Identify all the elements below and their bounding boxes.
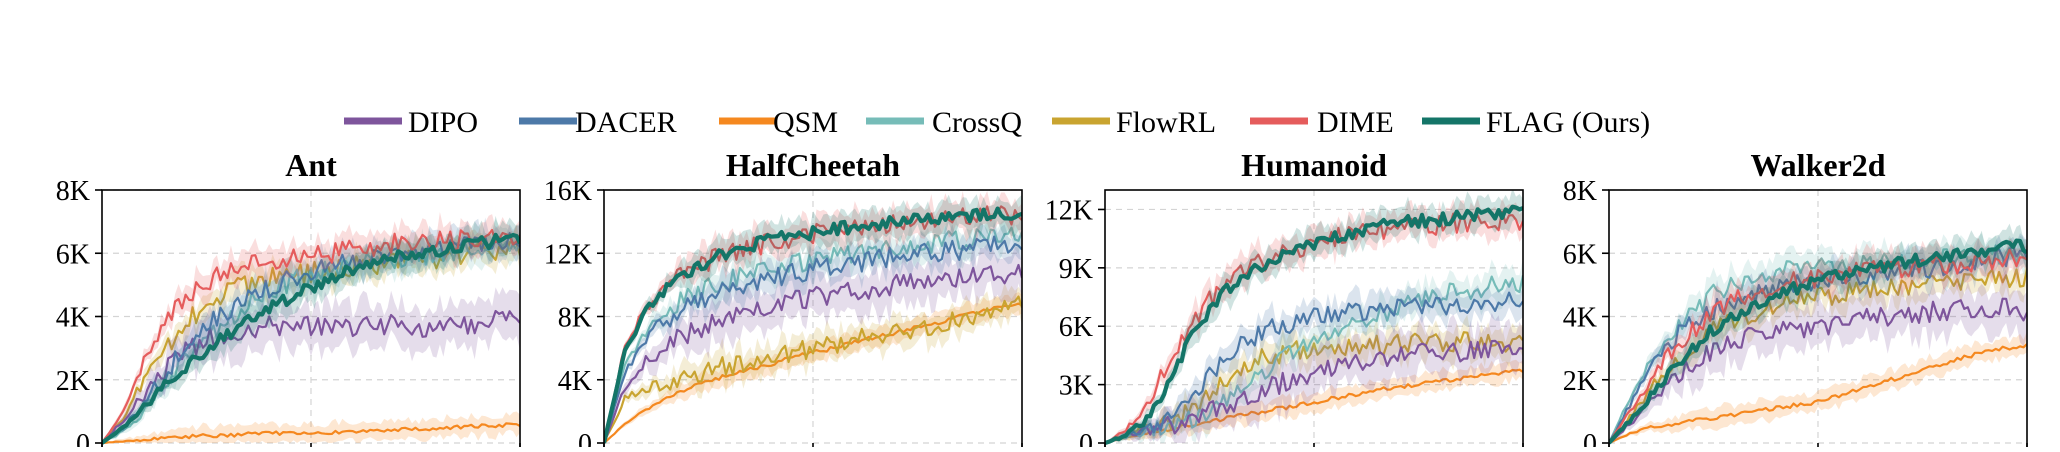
panel-halfcheetah-dime-band: [604, 191, 1022, 443]
panel-walker2d: 0 2K 4K 6K 8K Walker2d: [1563, 147, 2028, 452]
legend-label-dacer: DACER: [575, 106, 677, 139]
panel-humanoid-frame: [1104, 189, 1524, 452]
legend-label-flowrl: FlowRL: [1116, 106, 1216, 139]
panel-halfcheetah-ytick-label-4: 16K: [544, 176, 592, 207]
panel-ant-dipo-line: [102, 309, 520, 444]
legend: DIPO DACER QSM CrossQ FlowRL DIME FLAG (Ours): [344, 106, 1650, 139]
panel-ant-plot: [102, 212, 520, 445]
panel-walker2d-ytick-label-1: 2K: [1563, 366, 1597, 397]
panel-halfcheetah-dacer-band: [604, 221, 1022, 443]
panel-humanoid-flag-ours-line: [1105, 204, 1523, 446]
panel-walker2d-ytick-label-2: 4K: [1563, 303, 1597, 334]
panel-ant: 0 2K 4K 6K 8K Ant: [56, 147, 521, 452]
legend-item-dipo: DIPO: [344, 106, 478, 139]
legend-label-flag-ours: FLAG (Ours): [1486, 106, 1650, 139]
panel-halfcheetah-dipo-line: [604, 263, 1022, 444]
panel-halfcheetah-dipo-band: [604, 241, 1022, 443]
panel-halfcheetah-flag-ours-line: [604, 206, 1022, 444]
panel-walker2d-dime-band: [1609, 237, 2027, 443]
legend-item-flag-ours: FLAG (Ours): [1422, 106, 1650, 139]
panel-humanoid-ytick-label-4: 12K: [1045, 195, 1093, 226]
panel-ant-dacer-line: [102, 232, 520, 444]
panel-walker2d-plot: [1609, 223, 2027, 445]
legend-label-dime: DIME: [1317, 106, 1394, 139]
panel-humanoid-dime-line: [1105, 210, 1523, 444]
legend-label-dipo: DIPO: [408, 106, 478, 139]
panel-walker2d-qsm-band: [1609, 331, 2027, 443]
panel-walker2d-flag-ours-band: [1609, 223, 2027, 443]
legend-item-dacer: DACER: [519, 106, 677, 139]
panel-walker2d-ytick-label-4: 8K: [1563, 176, 1597, 207]
panel-humanoid-dacer-line: [1105, 291, 1523, 445]
panel-ant-dipo-band: [102, 287, 520, 443]
panel-halfcheetah-flowrl-band: [604, 282, 1022, 443]
panel-walker2d-flowrl-band: [1609, 254, 2027, 443]
panel-walker2d-dime-line: [1609, 248, 2027, 444]
panel-halfcheetah-qsm-band: [604, 292, 1022, 443]
panel-humanoid-ytick-label-2: 6K: [1059, 312, 1093, 343]
panel-ant-title: Ant: [285, 147, 337, 183]
panel-ant-qsm-line: [102, 422, 520, 445]
panel-humanoid-ytick-label-1: 3K: [1059, 371, 1093, 402]
panel-humanoid-crossq-line: [1105, 275, 1523, 445]
panel-humanoid: 0 3K 6K 9K 12K Humanoid: [1045, 147, 1524, 452]
panel-walker2d-crossq-line: [1609, 244, 2027, 444]
panel-ant-ytick-label-3: 6K: [56, 239, 90, 270]
panel-halfcheetah-flowrl-line: [604, 295, 1022, 444]
panel-ant-ytick-label-1: 2K: [56, 366, 90, 397]
panel-walker2d-dipo-line: [1609, 297, 2027, 444]
legend-item-crossq: CrossQ: [866, 106, 1022, 139]
panel-walker2d-ytick-label-3: 6K: [1563, 239, 1597, 270]
panel-humanoid-ytick-label-3: 9K: [1059, 254, 1093, 285]
panel-walker2d-title: Walker2d: [1750, 147, 1885, 183]
panel-halfcheetah-dacer-line: [604, 235, 1022, 444]
panel-humanoid-title: Humanoid: [1241, 147, 1387, 183]
panel-ant-frame: [101, 189, 521, 452]
panel-humanoid-ytick-label-0: 0: [1079, 429, 1093, 447]
panel-walker2d-dipo-band: [1609, 269, 2027, 443]
panel-walker2d-flag-ours-line: [1609, 238, 2027, 445]
panel-humanoid-dipo-line: [1105, 339, 1523, 445]
panel-ant-ytick-label-4: 8K: [56, 176, 90, 207]
legend-label-qsm: QSM: [773, 106, 838, 139]
panel-ant-ytick-label-0: 0: [76, 429, 90, 447]
panel-ant-flag-ours-line: [102, 232, 520, 445]
panel-halfcheetah-ytick-label-1: 4K: [558, 366, 592, 397]
panel-walker2d-qsm-line: [1609, 343, 2027, 445]
panel-humanoid-plot: [1105, 190, 1523, 446]
legend-item-dime: DIME: [1250, 106, 1394, 139]
panel-halfcheetah-ytick-label-2: 8K: [558, 303, 592, 334]
panel-halfcheetah-title: HalfCheetah: [726, 147, 900, 183]
panel-ant-dime-line: [102, 228, 520, 444]
panel-humanoid-flowrl-line: [1105, 331, 1523, 445]
legend-label-crossq: CrossQ: [932, 106, 1022, 139]
panel-halfcheetah: 0 4K 8K 12K 16K HalfCheetah: [544, 147, 1023, 452]
panel-halfcheetah-frame: [603, 189, 1023, 452]
panel-walker2d-ytick-label-0: 0: [1583, 429, 1597, 447]
panel-walker2d-frame: [1608, 189, 2028, 452]
legend-item-flowrl: FlowRL: [1052, 106, 1216, 139]
panel-ant-flag-ours-band: [102, 215, 520, 443]
panel-ant-ytick-label-2: 4K: [56, 303, 90, 334]
panel-halfcheetah-ytick-label-0: 0: [578, 429, 592, 447]
legend-item-qsm: QSM: [719, 106, 838, 139]
panel-halfcheetah-plot: [604, 191, 1022, 444]
panel-halfcheetah-flag-ours-band: [604, 194, 1022, 443]
panel-halfcheetah-ytick-label-3: 12K: [544, 239, 592, 270]
